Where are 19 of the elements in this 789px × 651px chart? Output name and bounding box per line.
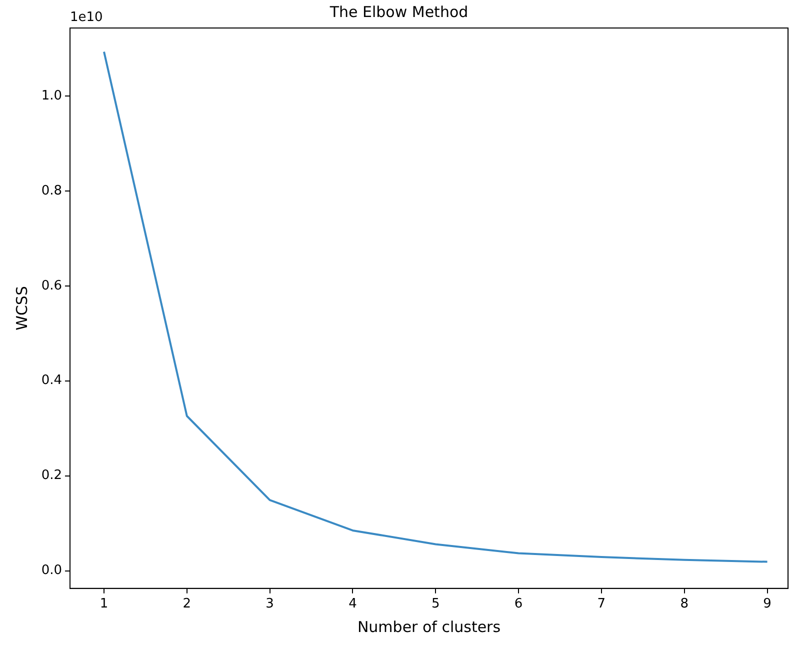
x-tick-label: 3	[266, 596, 274, 612]
x-tick-label: 8	[680, 596, 689, 612]
x-tick-label: 6	[514, 596, 523, 612]
y-tick-label: 0.6	[41, 278, 62, 294]
x-tick-label: 1	[100, 596, 108, 612]
y-axis-title: WCSS	[12, 286, 31, 330]
x-tick-label: 5	[431, 596, 440, 612]
y-tick-label: 0.8	[41, 183, 62, 198]
x-tick-label: 2	[182, 596, 192, 612]
x-tick-label: 9	[763, 596, 772, 612]
y-tick-label: 0.4	[41, 373, 62, 388]
x-axis-title: Number of clusters	[357, 618, 501, 636]
x-tick-label: 4	[348, 596, 357, 612]
text: 1e10	[70, 10, 103, 25]
y-tick-label: 0.0	[41, 563, 62, 578]
chart-title: The Elbow Method	[328, 2, 468, 21]
y-tick-label: 0.2	[41, 468, 62, 484]
x-tick-label: 7	[597, 596, 606, 612]
y-tick-label: 1.0	[41, 88, 62, 104]
